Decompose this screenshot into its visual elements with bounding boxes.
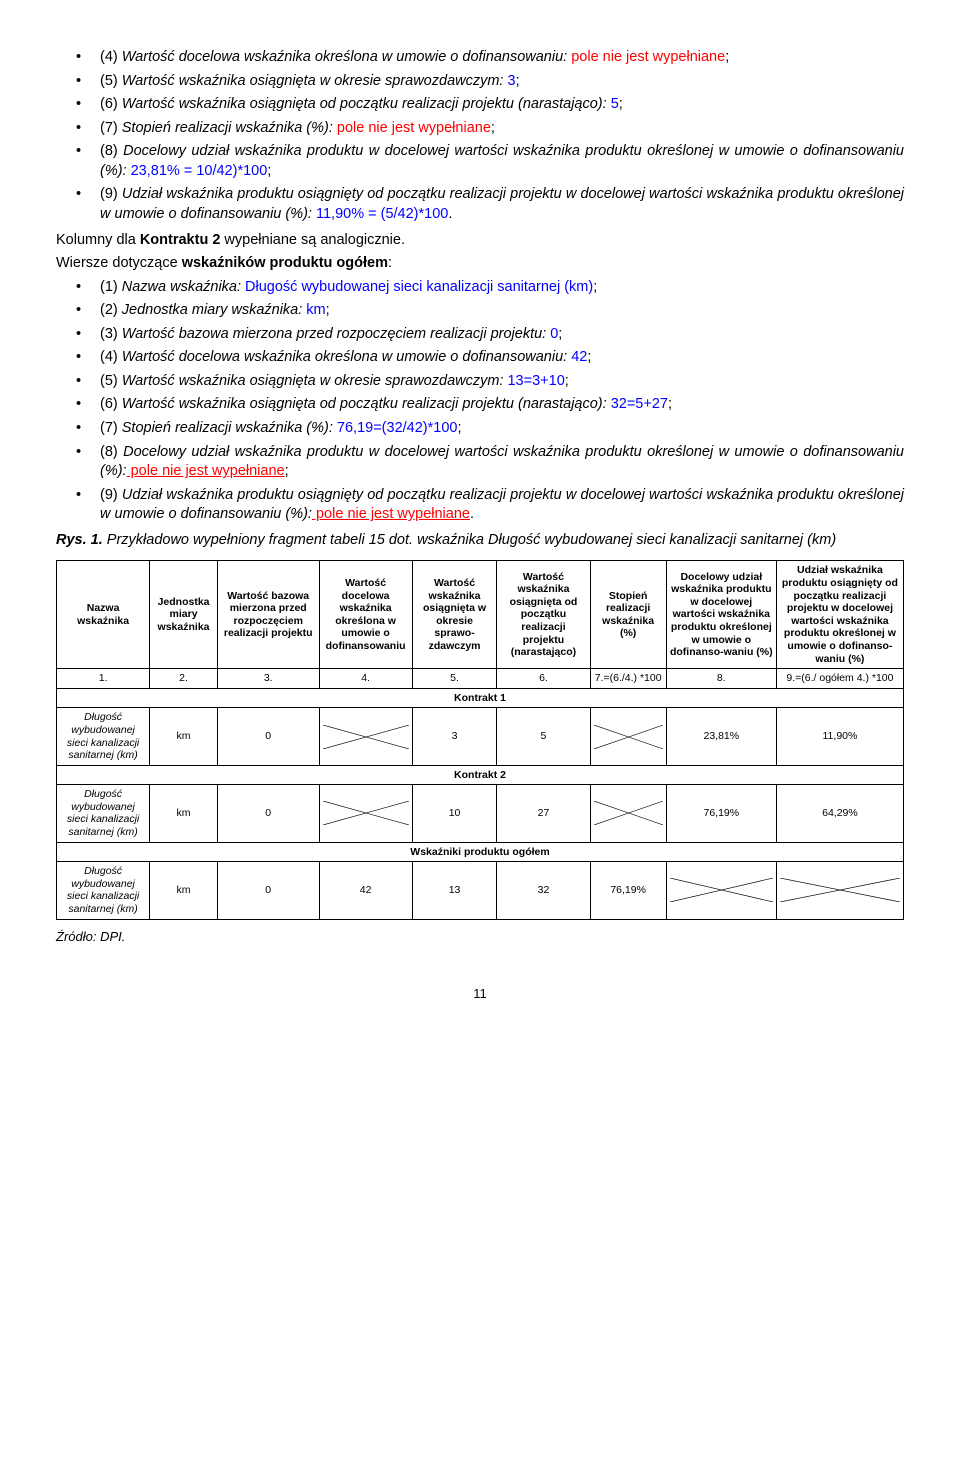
table-header: Docelowy udział wskaźnika produktu w doc… [666,561,776,669]
table-header: Wartość wskaźnika osiągnięta od początku… [497,561,590,669]
list-item: (7) Stopień realizacji wskaźnika (%): po… [56,119,904,139]
section-total: Wskaźniki produktu ogółem [57,842,904,862]
table-colnum: 7.=(6./4.) *100 [590,669,666,689]
list-item: (5) Wartość wskaźnika osiągnięta w okres… [56,72,904,92]
table-header-row: Nazwa wskaźnikaJednostka miary wskaźnika… [57,561,904,669]
text: : [388,255,392,271]
cell: Wskaźniki produktu ogółem [57,842,904,862]
cell: 64,29% [776,785,903,842]
text: Kolumny dla [56,232,140,248]
cell: 32 [497,862,590,919]
table-row: Długość wybudowanej sieci kanalizacji sa… [57,708,904,765]
table-header: Jednostka miary wskaźnika [150,561,218,669]
table-colnum: 1. [57,669,150,689]
list-item: (1) Nazwa wskaźnika: Długość wybudowanej… [56,278,904,298]
bullet-list-2: (1) Nazwa wskaźnika: Długość wybudowanej… [56,278,904,525]
cell-crossed [319,708,412,765]
kolumny-para: Kolumny dla Kontraktu 2 wypełniane są an… [56,231,904,251]
table-header: Nazwa wskaźnika [57,561,150,669]
list-item: (3) Wartość bazowa mierzona przed rozpoc… [56,325,904,345]
rys-caption: Rys. 1. Przykładowo wypełniony fragment … [56,531,904,551]
text: Wiersze dotyczące [56,255,182,271]
list-item: (9) Udział wskaźnika produktu osiągnięty… [56,486,904,525]
cell: Kontrakt 2 [57,765,904,785]
bullet-list-1: (4) Wartość docelowa wskaźnika określona… [56,48,904,225]
list-item: (8) Docelowy udział wskaźnika produktu w… [56,142,904,181]
list-item: (2) Jednostka miary wskaźnika: km; [56,301,904,321]
list-item: (8) Docelowy udział wskaźnika produktu w… [56,443,904,482]
cell: km [150,708,218,765]
cell-crossed [590,785,666,842]
list-item: (5) Wartość wskaźnika osiągnięta w okres… [56,372,904,392]
cell: Kontrakt 1 [57,688,904,708]
rys-text: Przykładowo wypełniony fragment tabeli 1… [103,532,836,548]
table-colnum: 3. [217,669,319,689]
cell: 76,19% [666,785,776,842]
cell: km [150,862,218,919]
cell: 13 [412,862,497,919]
cell: Długość wybudowanej sieci kanalizacji sa… [57,785,150,842]
table-header: Wartość docelowa wskaźnika określona w u… [319,561,412,669]
table-row: Długość wybudowanej sieci kanalizacji sa… [57,785,904,842]
cell-crossed [666,862,776,919]
table-row: Długość wybudowanej sieci kanalizacji sa… [57,862,904,919]
cell: Długość wybudowanej sieci kanalizacji sa… [57,862,150,919]
section-k2: Kontrakt 2 [57,765,904,785]
cell: 76,19% [590,862,666,919]
cell: 0 [217,785,319,842]
cell: 42 [319,862,412,919]
list-item: (9) Udział wskaźnika produktu osiągnięty… [56,185,904,224]
page-number: 11 [56,985,904,1003]
cell: 3 [412,708,497,765]
table-colnum: 8. [666,669,776,689]
list-item: (4) Wartość docelowa wskaźnika określona… [56,348,904,368]
cell: 10 [412,785,497,842]
cell-crossed [776,862,903,919]
list-item: (6) Wartość wskaźnika osiągnięta od pocz… [56,395,904,415]
list-item: (7) Stopień realizacji wskaźnika (%): 76… [56,419,904,439]
text: wypełniane są analogicznie. [220,232,405,248]
table-colnum: 9.=(6./ ogółem 4.) *100 [776,669,903,689]
table-num-row: 1.2.3.4.5.6.7.=(6./4.) *1008.9.=(6./ ogó… [57,669,904,689]
list-item: (4) Wartość docelowa wskaźnika określona… [56,48,904,68]
table-header: Stopień realizacji wskaźnika (%) [590,561,666,669]
table-colnum: 4. [319,669,412,689]
table-colnum: 6. [497,669,590,689]
cell: 5 [497,708,590,765]
source-label: Źródło: DPI. [56,928,904,946]
cell-crossed [590,708,666,765]
cell: 11,90% [776,708,903,765]
table-header: Wartość wskaźnika osiągnięta w okresie s… [412,561,497,669]
cell: 27 [497,785,590,842]
list-item: (6) Wartość wskaźnika osiągnięta od pocz… [56,95,904,115]
data-table: Nazwa wskaźnikaJednostka miary wskaźnika… [56,560,904,919]
wiersze-para: Wiersze dotyczące wskaźników produktu og… [56,254,904,274]
table-header: Wartość bazowa mierzona przed rozpoczęci… [217,561,319,669]
cell: 0 [217,708,319,765]
text: wskaźników produktu ogółem [182,255,388,271]
cell: 23,81% [666,708,776,765]
rys-label: Rys. 1. [56,532,103,548]
cell-crossed [319,785,412,842]
text: Kontraktu 2 [140,232,221,248]
cell: Długość wybudowanej sieci kanalizacji sa… [57,708,150,765]
section-k1: Kontrakt 1 [57,688,904,708]
table-header: Udział wskaźnika produktu osiągnięty od … [776,561,903,669]
table-colnum: 5. [412,669,497,689]
cell: 0 [217,862,319,919]
cell: km [150,785,218,842]
table-colnum: 2. [150,669,218,689]
